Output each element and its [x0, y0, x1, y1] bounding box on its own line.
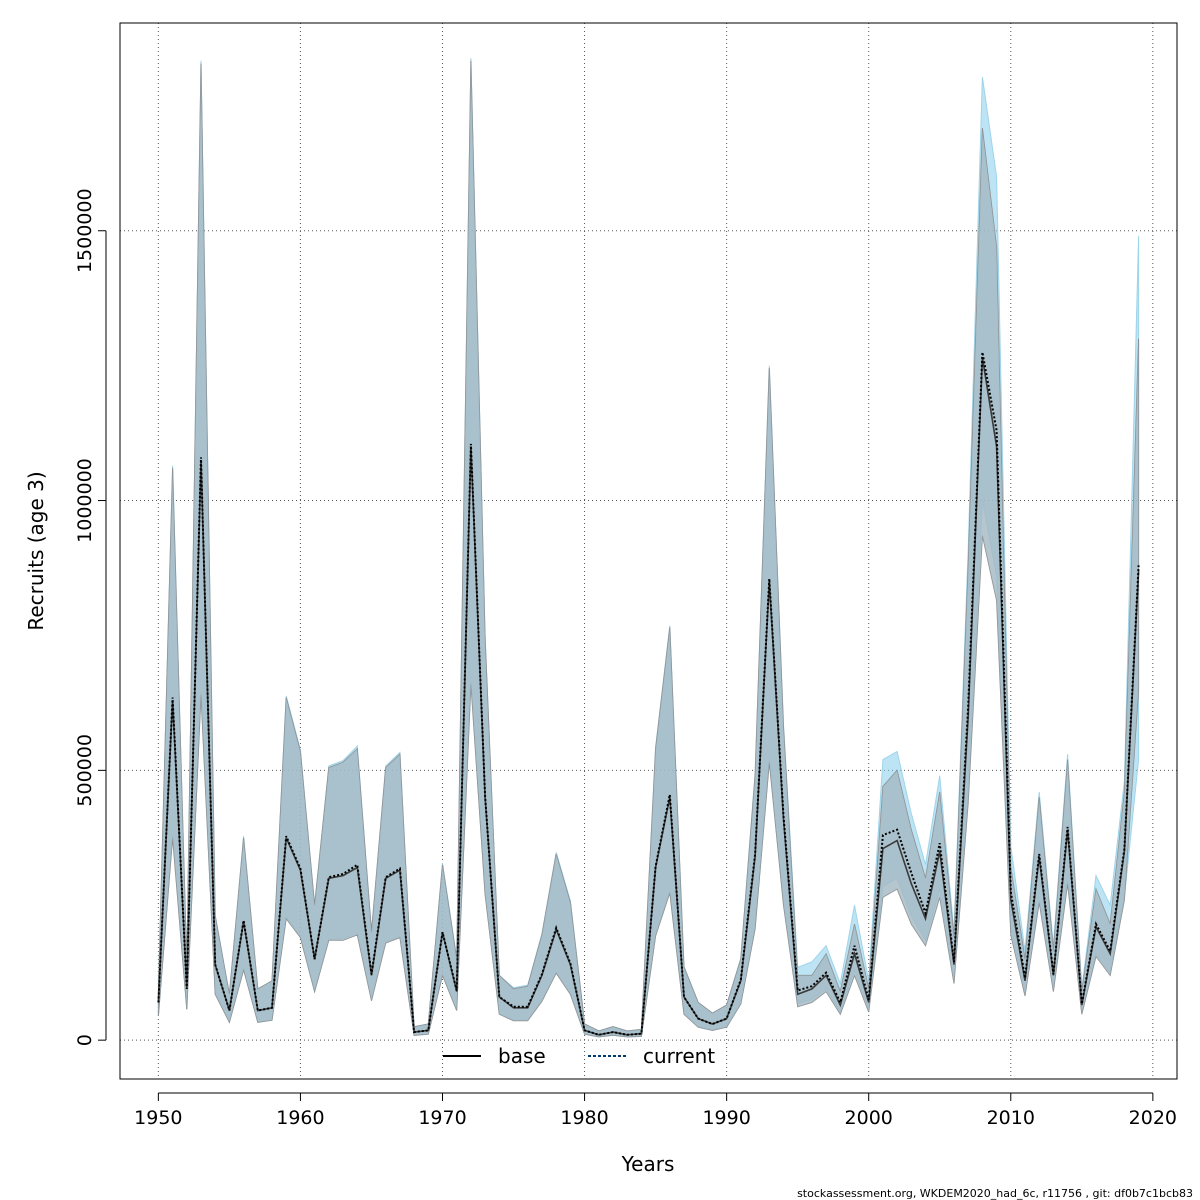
legend: base current	[443, 1044, 715, 1068]
x-tick-label-1980: 1980	[560, 1107, 608, 1129]
x-tick-label-1990: 1990	[702, 1107, 750, 1129]
x-axis: 1950 1960 1970 1980 1990 2000 2010 2020	[134, 1092, 1177, 1129]
x-tick-label-1950: 1950	[134, 1107, 182, 1129]
confidence-bands	[157, 58, 1140, 1038]
plot-frame	[119, 22, 1178, 1080]
x-tick-label-2010: 2010	[987, 1107, 1035, 1129]
footer-note: stockassessment.org, WKDEM2020_had_6c, r…	[797, 1187, 1193, 1200]
x-axis-title: Years	[621, 1152, 675, 1176]
y-axis-title: Recruits (age 3)	[24, 471, 48, 630]
series-lines	[157, 352, 1140, 1036]
y-axis: 0 500000 1000000 1500000	[74, 188, 107, 1046]
x-tick-label-1960: 1960	[276, 1107, 324, 1129]
y-tick-label-0: 0	[74, 1034, 96, 1046]
y-tick-label-1000000: 1000000	[74, 458, 96, 543]
band-overlap	[158, 60, 1139, 1037]
legend-label-current: current	[643, 1044, 715, 1068]
x-tick-label-1970: 1970	[418, 1107, 466, 1129]
x-tick-label-2000: 2000	[845, 1107, 893, 1129]
y-tick-label-500000: 500000	[74, 734, 96, 807]
x-tick-label-2020: 2020	[1129, 1107, 1177, 1129]
grid-lines	[120, 23, 1177, 1079]
line-current	[157, 352, 1140, 1036]
legend-label-base: base	[498, 1044, 546, 1068]
y-tick-label-1500000: 1500000	[74, 188, 96, 273]
